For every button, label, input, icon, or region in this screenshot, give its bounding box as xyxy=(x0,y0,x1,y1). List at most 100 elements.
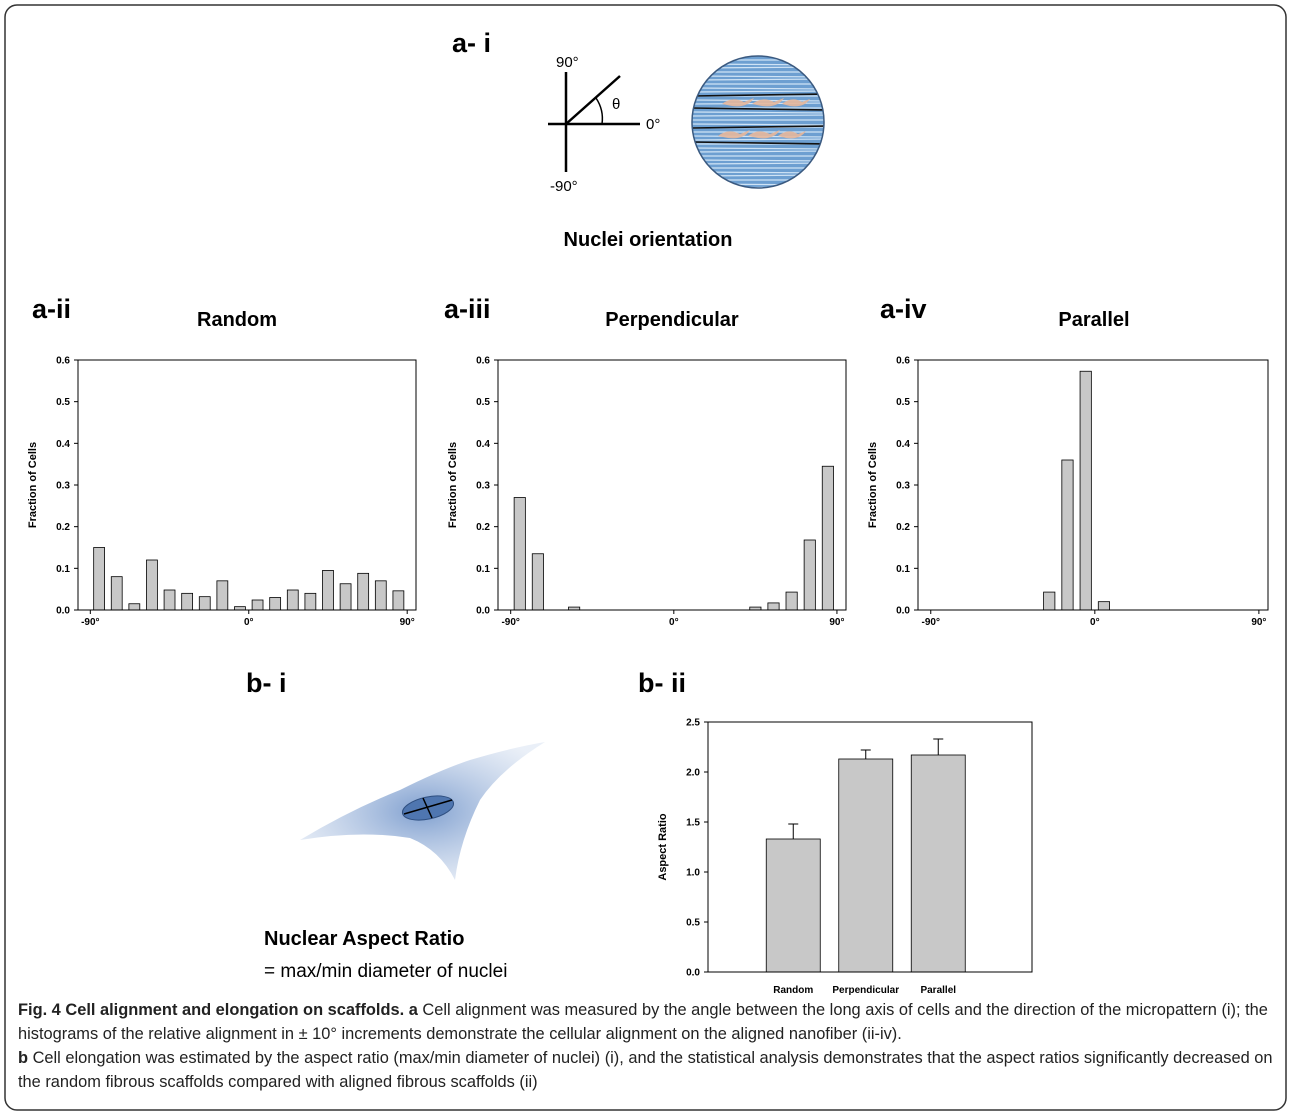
plot-frame xyxy=(917,359,1269,611)
histogram-bar xyxy=(146,559,158,611)
chart-title: Perpendicular xyxy=(605,309,739,331)
caption-part-label: a xyxy=(408,1001,418,1019)
plot-frame xyxy=(77,359,417,611)
cell-illustration xyxy=(300,742,545,880)
x-tick-label: 0° xyxy=(1090,617,1100,628)
x-tick-label: 90° xyxy=(829,617,844,628)
histogram-bar xyxy=(1097,601,1110,611)
fiber xyxy=(692,90,824,93)
histogram-bar xyxy=(531,553,544,611)
y-tick-label: 0.3 xyxy=(896,481,910,492)
y-tick-label: 0.5 xyxy=(896,397,910,408)
histogram-bar xyxy=(821,465,834,611)
x-tick-label: 90° xyxy=(400,617,415,628)
figure-caption: Fig. 4 Cell alignment and elongation on … xyxy=(18,998,1280,1094)
histogram-bar xyxy=(163,589,176,611)
plot-frame xyxy=(707,721,1033,973)
diagram-label: 0° xyxy=(646,116,660,133)
y-tick-label: 0.0 xyxy=(56,606,70,617)
y-tick-label: 0.5 xyxy=(56,397,70,408)
histogram-bar xyxy=(181,592,194,611)
histogram-bar xyxy=(128,603,141,611)
diagram-label: θ xyxy=(612,96,620,113)
x-tick-label: -90° xyxy=(922,617,940,628)
y-tick-label: 2.5 xyxy=(686,718,700,729)
panel-label: a- i xyxy=(452,28,491,58)
y-axis-label: Aspect Ratio xyxy=(657,813,669,881)
y-tick-label: 0.5 xyxy=(686,918,700,929)
histogram-bar xyxy=(1043,591,1056,611)
histogram-bar xyxy=(304,592,317,611)
histogram-bar xyxy=(1061,459,1074,611)
histogram-bar xyxy=(803,539,816,611)
bar xyxy=(838,758,894,973)
y-tick-label: 0.0 xyxy=(686,968,700,979)
histogram-bar xyxy=(251,599,264,611)
histogram-bar xyxy=(216,580,229,611)
fiber xyxy=(692,162,824,165)
y-tick-label: 0.6 xyxy=(896,356,910,367)
y-tick-label: 0.3 xyxy=(56,481,70,492)
y-tick-label: 1.0 xyxy=(686,868,700,879)
histogram-bar xyxy=(286,589,299,611)
y-tick-label: 0.2 xyxy=(56,522,70,533)
y-tick-label: 1.5 xyxy=(686,818,700,829)
y-tick-label: 0.4 xyxy=(476,439,490,450)
illustration-title: Nuclear Aspect Ratio xyxy=(264,928,464,950)
x-tick-label: 90° xyxy=(1251,617,1266,628)
y-tick-label: 0.1 xyxy=(896,564,910,575)
plot-frame xyxy=(497,359,847,611)
y-axis-label: Fraction of Cells xyxy=(867,442,879,528)
x-tick-label: Random xyxy=(773,985,813,996)
x-tick-label: -90° xyxy=(81,617,99,628)
fiber xyxy=(692,174,824,177)
y-tick-label: 0.4 xyxy=(56,439,70,450)
histogram-bar xyxy=(374,580,387,611)
histogram-bar xyxy=(93,547,105,611)
caption-label: Fig. 4 xyxy=(18,1001,61,1019)
fiber xyxy=(692,63,824,66)
fiber xyxy=(692,78,824,81)
histogram-bar xyxy=(767,602,780,611)
histogram-bar xyxy=(392,590,405,611)
chart-title: Parallel xyxy=(1058,309,1129,331)
panel-label: b- ii xyxy=(638,668,686,698)
fiber xyxy=(692,87,824,90)
orientation-diagram xyxy=(548,72,640,172)
figure-frame xyxy=(4,4,1287,1111)
histogram-bar xyxy=(513,497,526,611)
y-tick-label: 0.4 xyxy=(896,439,910,450)
x-tick-label: 0° xyxy=(244,617,254,628)
y-tick-label: 0.1 xyxy=(56,564,70,575)
y-axis-label: Fraction of Cells xyxy=(27,442,39,528)
y-tick-label: 0.2 xyxy=(896,522,910,533)
y-tick-label: 0.0 xyxy=(896,606,910,617)
diagram-title: Nuclei orientation xyxy=(564,229,733,251)
y-tick-label: 0.3 xyxy=(476,481,490,492)
fiber xyxy=(692,150,824,153)
caption-text: Cell elongation was estimated by the asp… xyxy=(18,1049,1273,1091)
fiber xyxy=(692,183,824,186)
y-tick-label: 0.2 xyxy=(476,522,490,533)
y-tick-label: 0.0 xyxy=(476,606,490,617)
panel-label: a-ii xyxy=(32,294,71,324)
fiber xyxy=(692,123,824,126)
fiber xyxy=(692,66,824,69)
diagram-label: 90° xyxy=(556,54,579,71)
histogram-bar xyxy=(1079,370,1092,611)
histogram-bar xyxy=(357,572,370,611)
scaffold-outline xyxy=(691,55,825,189)
histogram-bar xyxy=(339,583,352,611)
fiber xyxy=(692,114,824,117)
panel-label: a-iii xyxy=(444,294,491,324)
caption-text: Cell alignment was measured by the angle… xyxy=(18,1001,1268,1043)
y-tick-label: 0.5 xyxy=(476,397,490,408)
y-tick-label: 2.0 xyxy=(686,768,700,779)
x-tick-label: -90° xyxy=(501,617,519,628)
histogram-bar xyxy=(785,591,798,611)
caption-title: Cell alignment and elongation on scaffol… xyxy=(65,1001,405,1019)
y-tick-label: 0.1 xyxy=(476,564,490,575)
angle-line xyxy=(565,75,621,125)
